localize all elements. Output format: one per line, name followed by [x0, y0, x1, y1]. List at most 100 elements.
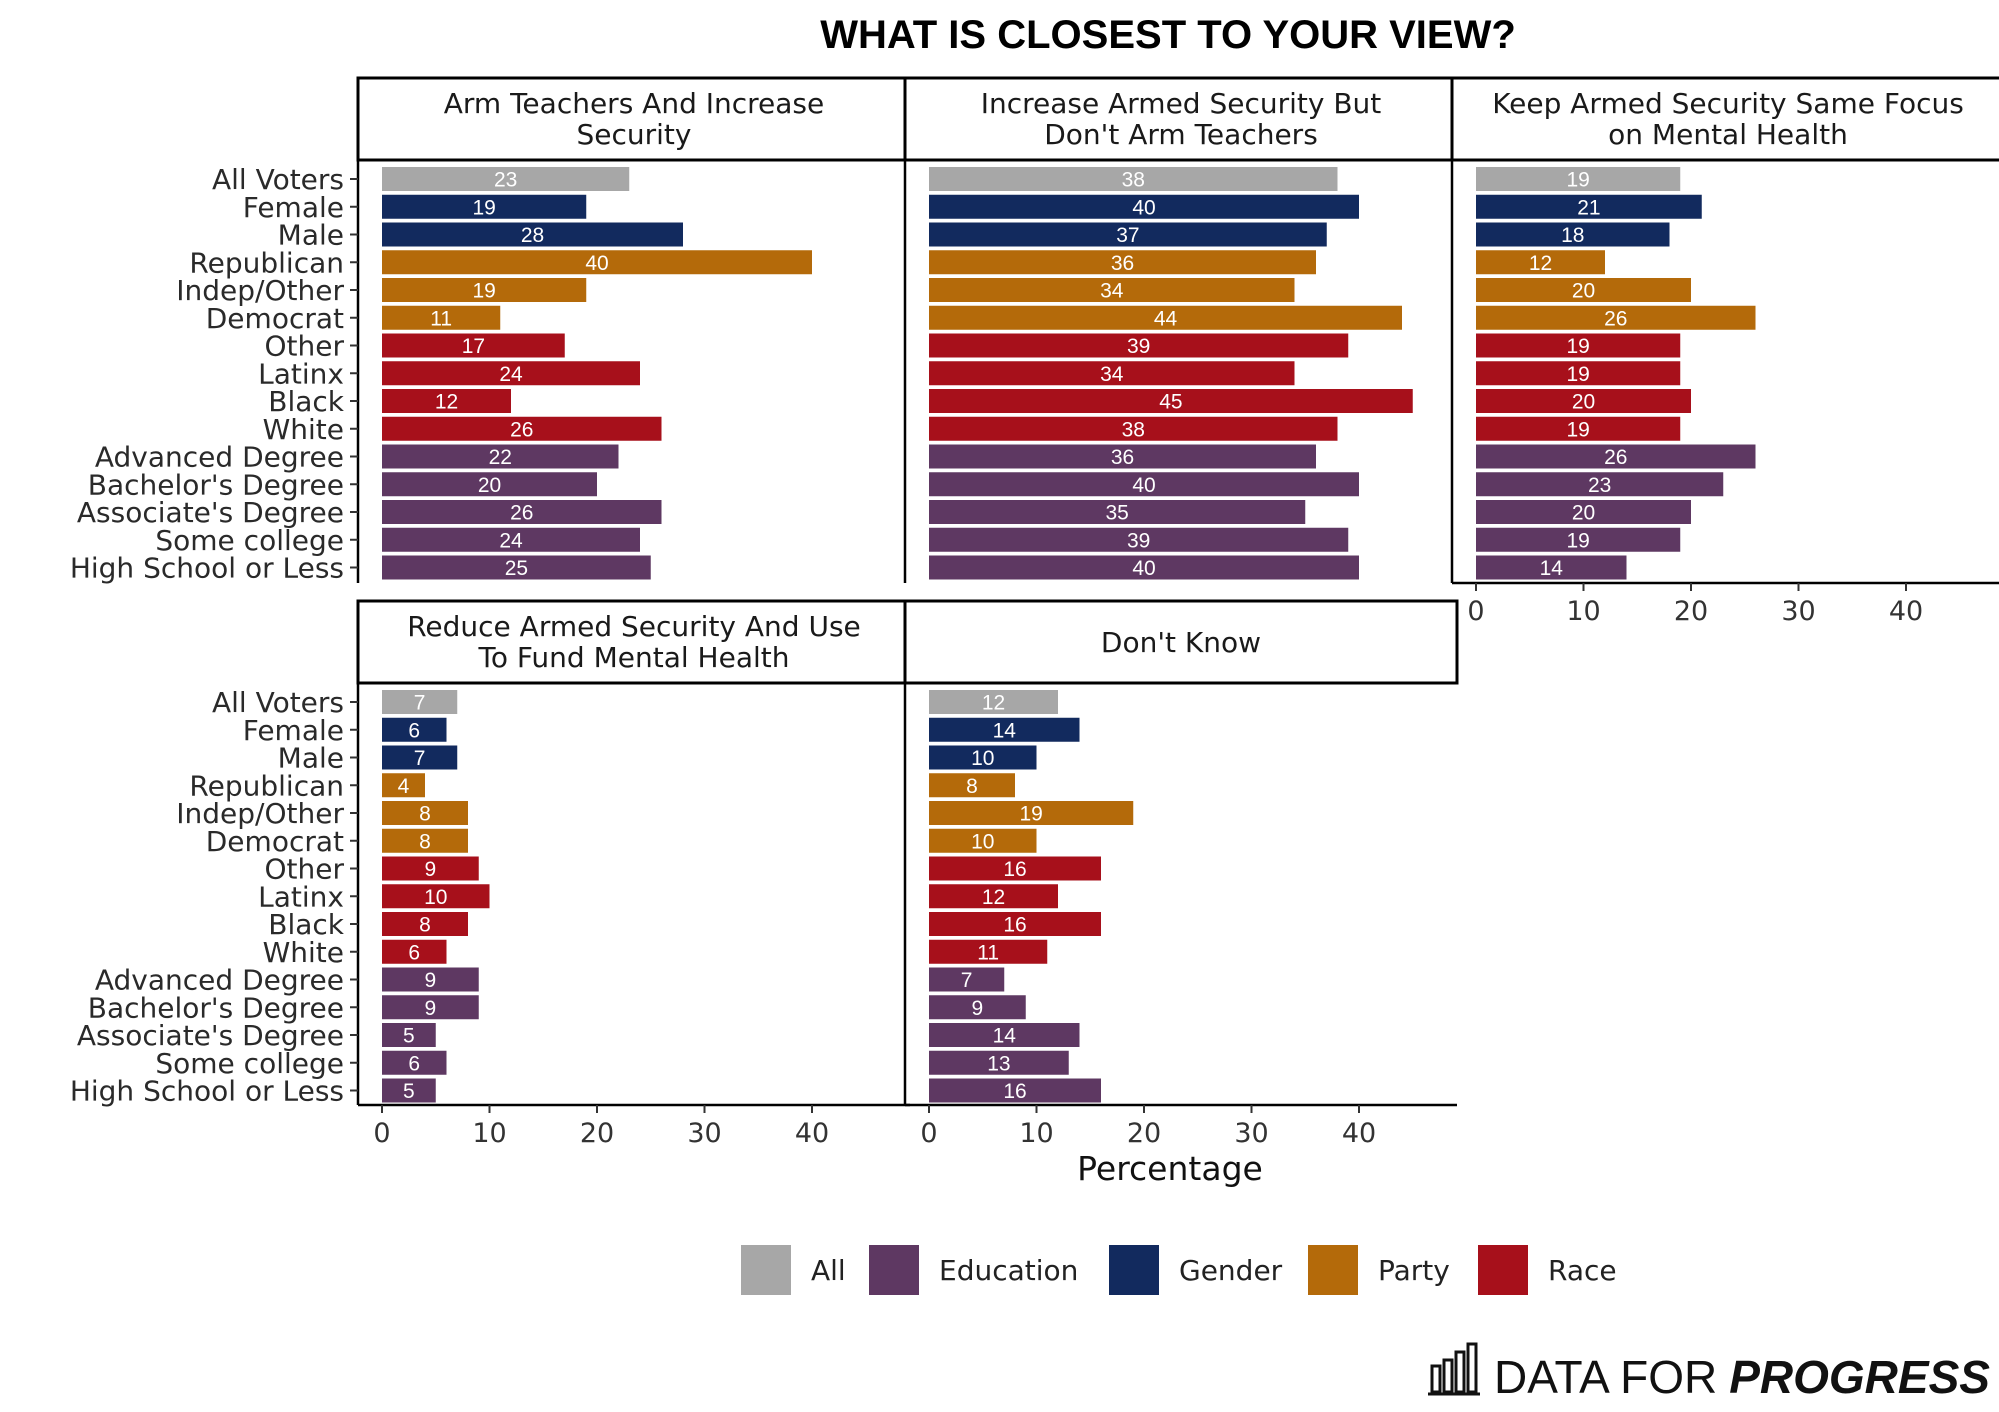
category-label: Bachelor's Degree [88, 991, 344, 1024]
category-label: Advanced Degree [95, 441, 344, 474]
data-label: 19 [472, 280, 495, 303]
panel-strip [356, 76, 912, 162]
bar [382, 389, 511, 413]
data-label: 19 [472, 196, 495, 219]
data-label: 10 [971, 747, 994, 770]
data-label: 22 [489, 446, 512, 469]
bar [929, 278, 1295, 302]
legend-label: Party [1378, 1254, 1450, 1287]
data-label: 6 [408, 1052, 420, 1075]
bar [382, 717, 447, 742]
data-label: 8 [419, 830, 431, 853]
bar [929, 472, 1359, 497]
data-label: 28 [521, 224, 544, 247]
bar [382, 773, 425, 798]
brand-text-bold: PROGRESS [1729, 1351, 1990, 1403]
chart-title: WHAT IS CLOSEST TO YOUR VIEW? [820, 13, 1516, 57]
panel-title: Reduce Armed Security And Use [407, 610, 861, 643]
panel-title: Don't Know [1101, 626, 1261, 659]
data-label: 10 [971, 830, 994, 853]
category-label: Some college [155, 1047, 344, 1080]
bar [382, 555, 651, 580]
data-label: 45 [1159, 391, 1182, 414]
data-label: 37 [1116, 224, 1139, 247]
data-label: 18 [1561, 224, 1584, 247]
category-label: Associate's Degree [77, 1019, 344, 1052]
bar [1476, 167, 1681, 191]
bar [929, 690, 1058, 714]
bar [382, 995, 479, 1020]
panel-strip [356, 599, 912, 685]
bar [382, 1078, 436, 1103]
data-label: 19 [1566, 418, 1589, 441]
data-label: 35 [1105, 502, 1128, 525]
x-tick-label: 40 [1889, 596, 1923, 627]
bar [1476, 416, 1681, 441]
bar [1476, 389, 1691, 413]
bar [382, 745, 458, 770]
x-tick-label: 10 [1019, 1118, 1053, 1149]
x-tick-label: 0 [373, 1118, 390, 1149]
x-tick-label: 30 [1234, 1118, 1268, 1149]
bar [382, 222, 683, 247]
bar [1476, 472, 1724, 497]
data-label: 9 [425, 858, 437, 881]
category-label: White [263, 936, 344, 969]
data-label: 20 [478, 474, 501, 497]
bar [1476, 500, 1691, 524]
data-label: 38 [1122, 418, 1145, 441]
category-label: Male [278, 219, 344, 252]
bar [382, 500, 662, 524]
bar [929, 250, 1316, 275]
panel-title: Keep Armed Security Same Focus [1492, 87, 1964, 120]
bar [382, 1050, 447, 1075]
category-label: Other [264, 853, 344, 886]
data-label: 16 [1003, 1080, 1026, 1103]
data-label: 12 [1529, 252, 1552, 275]
panel-title: Arm Teachers And Increase [444, 87, 825, 120]
bar [929, 884, 1058, 909]
data-label: 8 [419, 914, 431, 937]
panel-title: Increase Armed Security But [981, 87, 1382, 120]
legend-item: Party [1308, 1245, 1450, 1295]
data-label: 20 [1572, 391, 1595, 414]
bar [382, 967, 479, 992]
bar [1476, 444, 1756, 469]
data-label: 4 [398, 775, 410, 798]
data-label: 24 [499, 363, 523, 386]
data-label: 19 [1566, 529, 1589, 552]
data-label: 26 [1604, 307, 1627, 330]
category-label: Associate's Degree [77, 496, 344, 529]
x-tick-label: 0 [920, 1118, 937, 1149]
data-label: 12 [435, 391, 458, 414]
bar [929, 967, 1005, 992]
bar [929, 801, 1134, 825]
bar [382, 939, 447, 964]
bar [1476, 333, 1681, 358]
legend-label: Race [1548, 1254, 1617, 1287]
category-label: Black [268, 385, 345, 418]
data-label: 26 [510, 418, 533, 441]
data-label: 9 [972, 997, 984, 1020]
data-label: 39 [1127, 529, 1150, 552]
bar [929, 773, 1015, 798]
category-label: All Voters [212, 163, 344, 196]
brand-text-light: DATA FOR [1494, 1351, 1717, 1403]
bar [382, 444, 619, 469]
category-label: High School or Less [70, 1075, 344, 1108]
bar [929, 305, 1402, 330]
bar [382, 828, 468, 853]
data-label: 9 [425, 997, 437, 1020]
bar [382, 912, 468, 936]
panel-title: Security [577, 118, 692, 151]
data-label: 38 [1122, 169, 1145, 192]
data-label: 8 [966, 775, 978, 798]
bar [1476, 222, 1670, 247]
bar [382, 884, 490, 909]
